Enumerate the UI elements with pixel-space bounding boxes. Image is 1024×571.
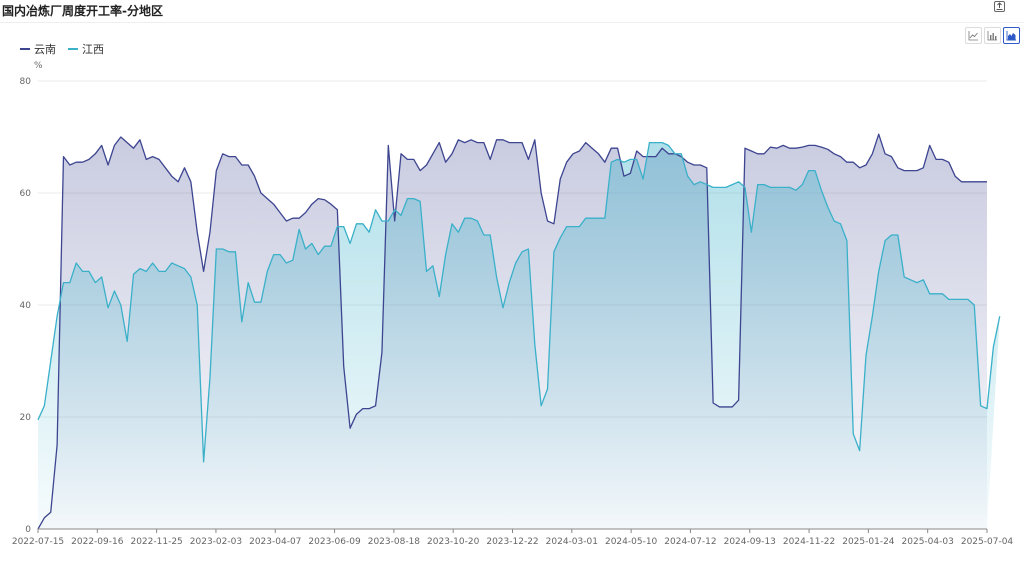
x-tick-label: 2022-07-15 [12,537,64,547]
x-tick-label: 2023-02-03 [190,537,242,547]
export-button[interactable] [994,1,1005,12]
legend-swatch-jiangxi [68,48,78,50]
x-tick-label: 2024-09-13 [724,537,776,547]
x-tick-label: 2025-04-03 [902,537,954,547]
x-tick-label: 2024-05-10 [605,537,658,547]
chart-type-toolbar [965,27,1020,44]
export-icon [996,2,1003,10]
chart-title: 国内冶炼厂周度开工率-分地区 [2,4,163,18]
x-tick-label: 2023-08-18 [368,537,421,547]
legend-item-jiangxi[interactable]: 江西 [68,41,104,57]
x-tick-label: 2025-01-24 [842,537,895,547]
legend: 云南 江西 [20,41,104,57]
header-divider [0,22,1024,23]
series-line-jiangxi[interactable] [37,141,1001,463]
area-chart-button[interactable] [1003,27,1020,44]
x-tick-label: 2023-10-20 [427,537,480,547]
x-tick-label: 2024-11-22 [783,537,835,547]
x-tick-label: 2025-07-04 [961,537,1014,547]
legend-label-jiangxi: 江西 [82,43,104,56]
series-area-jiangxi [38,142,1000,529]
x-tick-label: 2023-12-22 [486,537,538,547]
x-tick-label: 2023-04-07 [249,537,301,547]
x-tick-label: 2022-09-16 [71,537,124,547]
series-line-yunnan[interactable] [37,133,987,530]
y-tick-label: 0 [25,525,31,535]
bar-chart-icon [987,31,997,41]
x-tick-label: 2024-07-12 [664,537,716,547]
x-tick-label: 2022-11-25 [130,537,182,547]
legend-label-yunnan: 云南 [34,43,56,56]
x-tick-label: 2024-03-01 [546,537,598,547]
bar-chart-button[interactable] [984,27,1001,44]
y-tick-label: 20 [20,413,32,423]
line-chart-icon [968,31,978,41]
line-chart-button[interactable] [965,27,982,44]
x-tick-label: 2023-06-09 [308,537,361,547]
legend-item-yunnan[interactable]: 云南 [20,41,56,57]
y-tick-label: 60 [20,189,32,199]
legend-swatch-yunnan [20,48,30,50]
area-chart-icon [1006,31,1016,41]
y-tick-label: 40 [20,301,32,311]
y-tick-label: 80 [20,77,32,87]
y-axis-unit: % [34,61,43,71]
